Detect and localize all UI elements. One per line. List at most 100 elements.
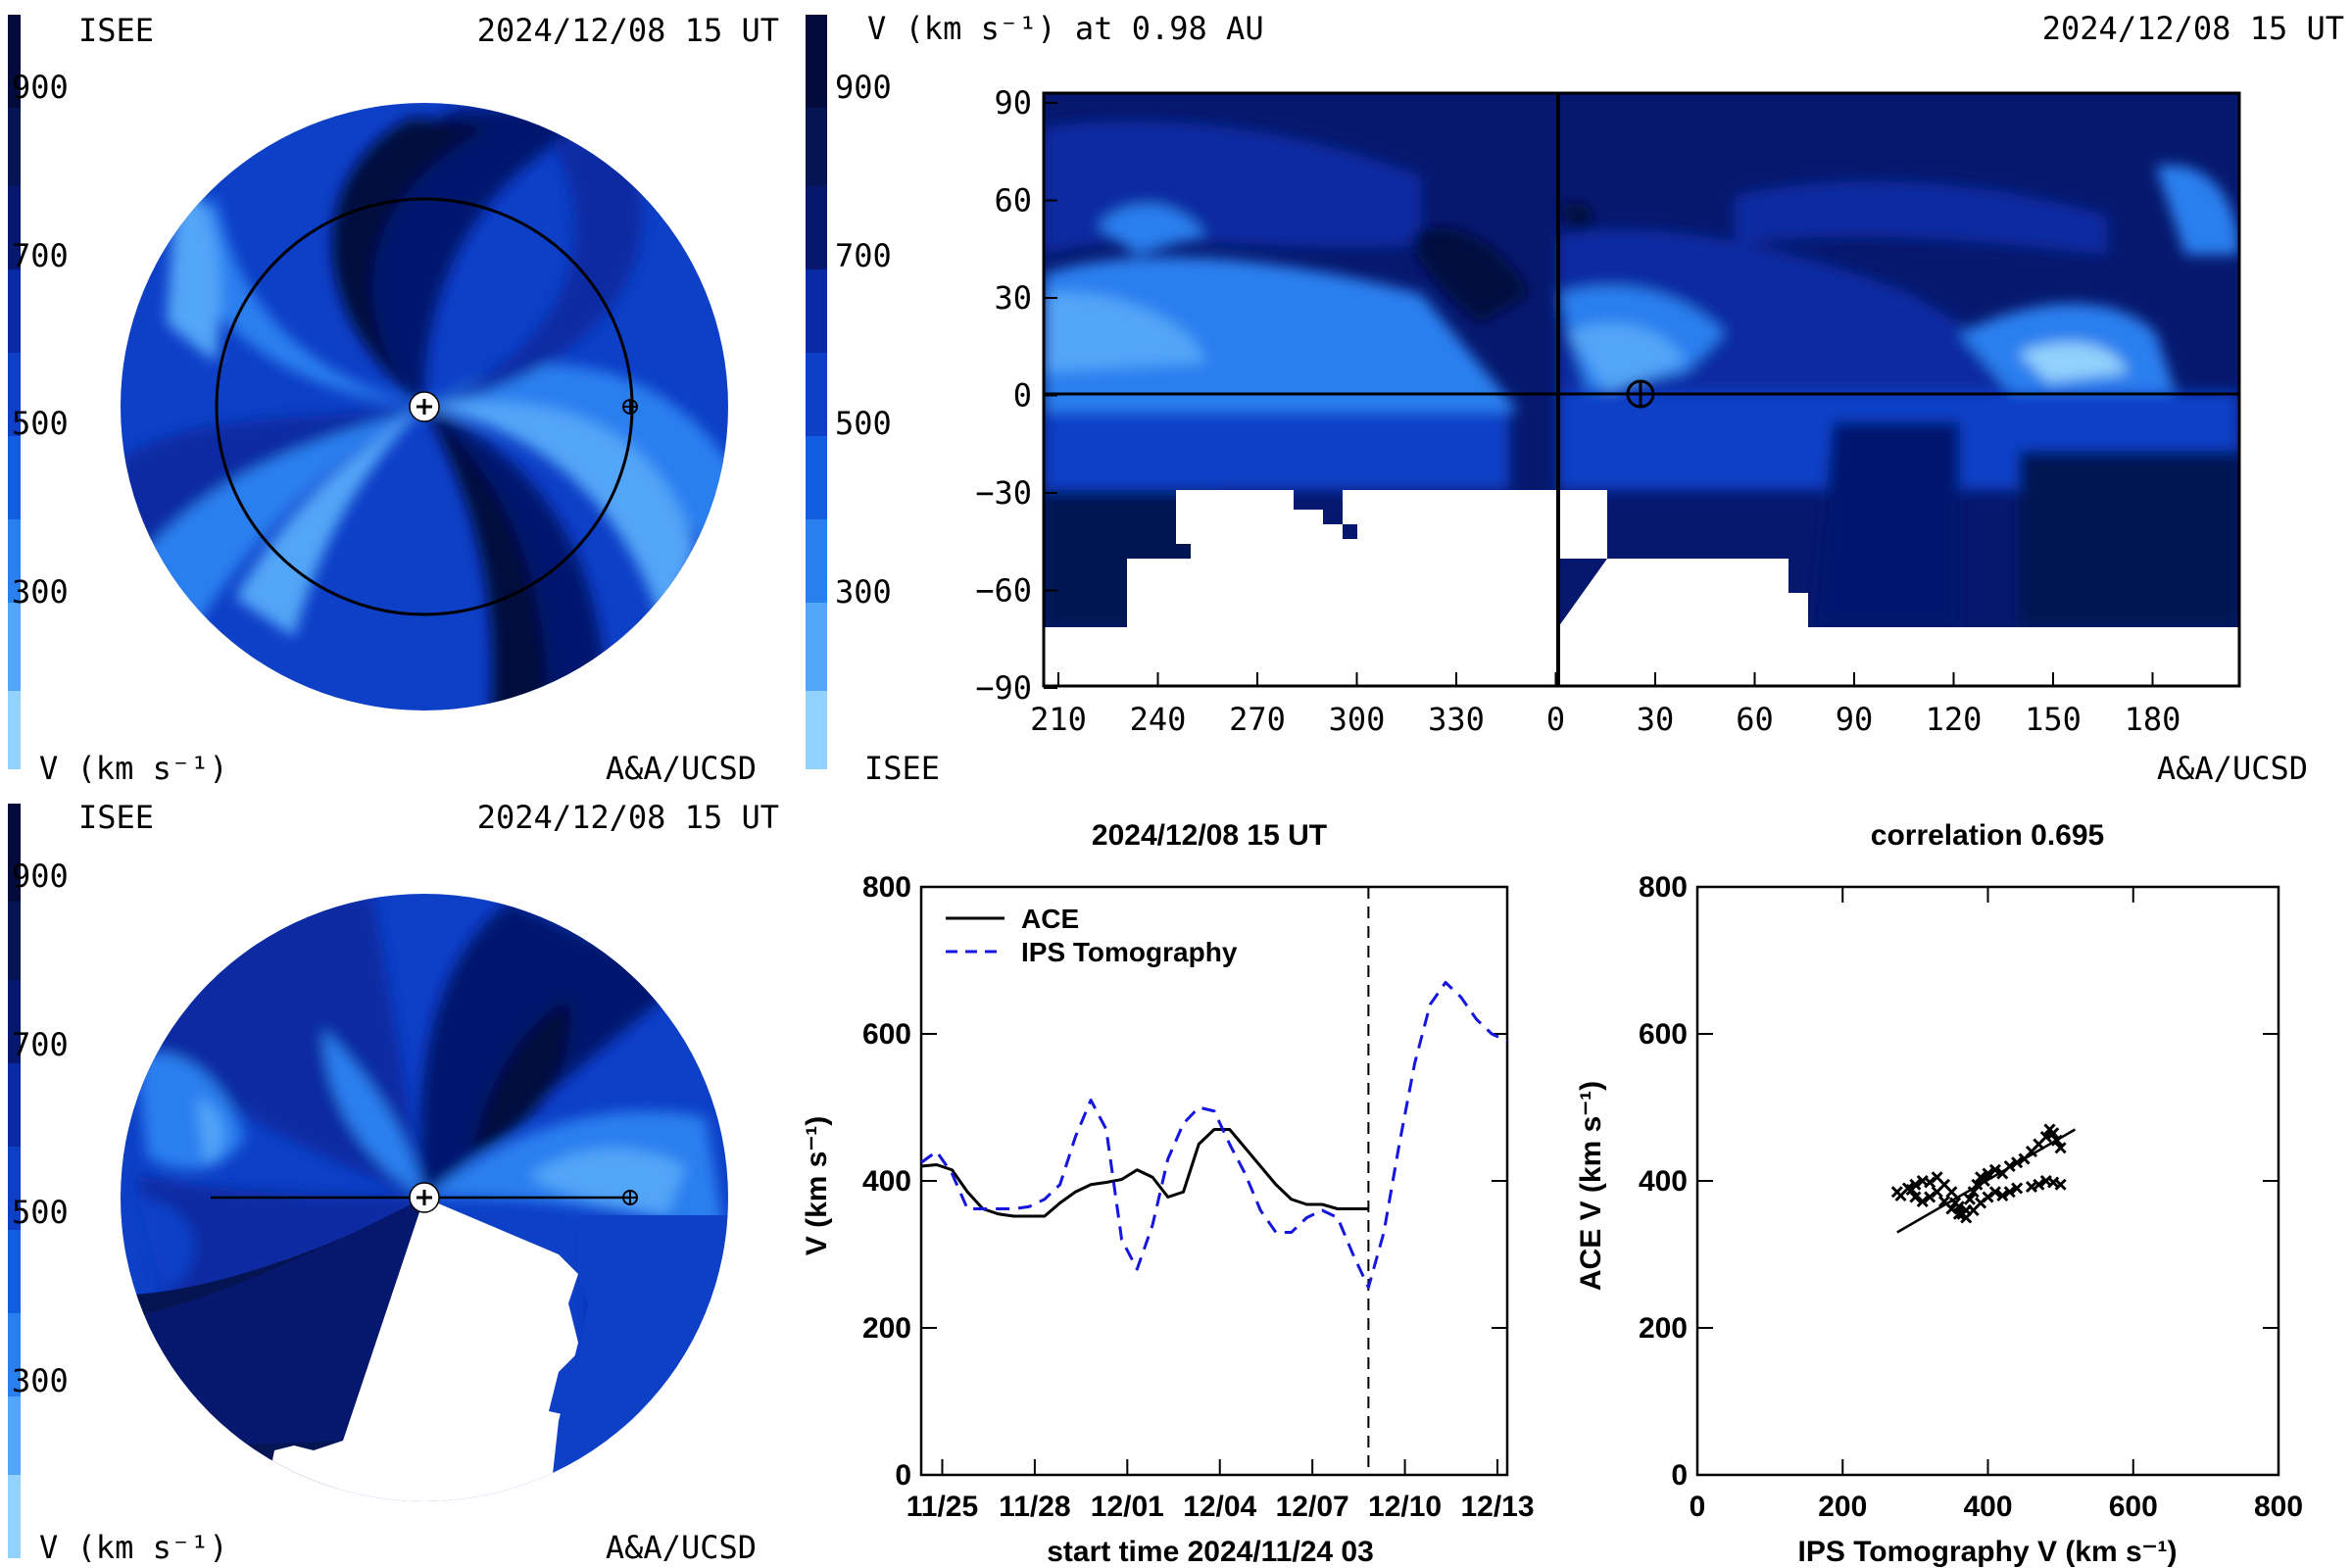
colorbar-tick-300: 300 bbox=[12, 573, 69, 611]
footer-right: A&A/UCSD bbox=[606, 750, 757, 787]
map-x-tick-label: 330 bbox=[1428, 701, 1485, 738]
x-tick-label: 12/10 bbox=[1368, 1491, 1442, 1523]
colorbar-tick-900: 900 bbox=[12, 69, 69, 106]
y-tick-label: 200 bbox=[1639, 1312, 1688, 1345]
x-tick-label: 200 bbox=[1818, 1491, 1867, 1523]
colorbar-top-middle: 900 700 500 300 ISEE bbox=[806, 15, 940, 787]
line-chart-title: 2024/12/08 15 UT bbox=[1092, 819, 1327, 852]
scatter-chart: correlation 0.695 IPS Tomography V (km s… bbox=[1575, 819, 2303, 1568]
map-x-tick-label: 300 bbox=[1329, 701, 1386, 738]
y-tick-label: 400 bbox=[1639, 1165, 1688, 1198]
y-tick-label: 0 bbox=[895, 1459, 911, 1492]
map-x-tick-label: 150 bbox=[2025, 701, 2082, 738]
colorbar-b-tick-900: 900 bbox=[12, 858, 69, 895]
scatter-point bbox=[1924, 1176, 1936, 1189]
x-tick-label: 12/01 bbox=[1091, 1491, 1164, 1523]
scatter-point bbox=[1952, 1207, 1965, 1220]
scatter-point bbox=[1909, 1191, 1922, 1203]
synoptic-map: V (km s⁻¹) at 0.98 AU 2024/12/08 15 UT bbox=[867, 10, 2344, 787]
colorbar-bottom-left: 900 700 500 300 bbox=[8, 804, 69, 1558]
x-tick-label: 11/25 bbox=[906, 1491, 978, 1523]
ace-line bbox=[920, 1128, 1369, 1218]
map-y-tick-label: 0 bbox=[1013, 377, 1032, 415]
x-tick-label: 0 bbox=[1690, 1491, 1706, 1523]
scatter-point bbox=[2047, 1127, 2060, 1140]
scatter-point bbox=[1967, 1186, 1980, 1199]
map-x-tick-label: 210 bbox=[1030, 701, 1087, 738]
ips-tomography-line bbox=[920, 981, 1508, 1290]
x-tick-label: 800 bbox=[2254, 1491, 2303, 1523]
polar-plot-top: ISEE 2024/12/08 15 UT bbox=[39, 12, 779, 787]
y-tick-label: 800 bbox=[862, 871, 911, 904]
scatter-point bbox=[1905, 1183, 1918, 1197]
scatter-point bbox=[1924, 1191, 1936, 1203]
map-footer-right: A&A/UCSD bbox=[2157, 750, 2308, 787]
scatter-point bbox=[1988, 1186, 2001, 1199]
map-x-tick-label: 180 bbox=[2125, 701, 2181, 738]
sun-cross-icon bbox=[416, 399, 432, 415]
fit-line bbox=[1896, 1128, 2077, 1234]
map-axes: 210 240 270 300 330 0 30 60 90 120 150 1809060300−3… bbox=[975, 84, 2180, 738]
y-tick-label: 0 bbox=[1671, 1459, 1688, 1492]
line-plot-area: 0 200 400 600 800 11/25 11/28 12/01 12/04 12/07 12… bbox=[862, 871, 1535, 1523]
colorbar-b-tick-700: 700 bbox=[12, 1026, 69, 1063]
footer-right: A&A/UCSD bbox=[606, 1529, 757, 1566]
scatter-point bbox=[2025, 1180, 2038, 1194]
colorbar-mid-footer: ISEE bbox=[864, 750, 940, 787]
scatter-point bbox=[1945, 1186, 1958, 1199]
scatter-point bbox=[2039, 1174, 2052, 1188]
x-tick-label: 12/07 bbox=[1276, 1491, 1349, 1523]
line-chart-xlabel: start time 2024/11/24 03 bbox=[1047, 1536, 1374, 1568]
x-tick-label: 400 bbox=[1963, 1491, 2012, 1523]
colorbar-tick-500: 500 bbox=[12, 405, 69, 442]
footer-left: V (km s⁻¹) bbox=[39, 1529, 228, 1566]
x-tick-label: 11/28 bbox=[999, 1491, 1070, 1523]
time-series-chart: 2024/12/08 15 UT start time 2024/11/24 0… bbox=[801, 819, 1535, 1568]
map-y-tick-label: −60 bbox=[975, 572, 1032, 610]
map-x-tick-label: 0 bbox=[1546, 701, 1565, 738]
line-chart-ylabel: V (km s⁻¹) bbox=[801, 1116, 833, 1256]
map-x-tick-label: 120 bbox=[1926, 701, 1983, 738]
colorbar-mid-tick-500: 500 bbox=[835, 405, 892, 442]
colorbar-mid-tick-300: 300 bbox=[835, 573, 892, 611]
scatter-point bbox=[2003, 1186, 2016, 1199]
scatter-plot-area: 0 200 400 600 800 0 200 400 600 800 bbox=[1639, 871, 2303, 1523]
earth-marker-bottom-icon bbox=[622, 1190, 638, 1205]
scatter-point bbox=[1916, 1195, 1929, 1208]
scatter-point bbox=[2039, 1130, 2052, 1144]
map-x-tick-label: 240 bbox=[1130, 701, 1187, 738]
scatter-point bbox=[2011, 1182, 2024, 1195]
header-right: 2024/12/08 15 UT bbox=[477, 799, 779, 836]
legend-ace-label: ACE bbox=[1021, 904, 1079, 934]
map-header-right: 2024/12/08 15 UT bbox=[2042, 10, 2344, 47]
map-x-tick-label: 90 bbox=[1836, 701, 1874, 738]
map-y-tick-label: 90 bbox=[994, 84, 1032, 122]
y-tick-label: 600 bbox=[1639, 1018, 1688, 1051]
colorbar-b-tick-500: 500 bbox=[12, 1194, 69, 1231]
map-x-tick-label: 60 bbox=[1736, 701, 1774, 738]
scatter-point bbox=[1931, 1186, 1943, 1199]
line-legend: ACE IPS Tomography bbox=[946, 904, 1238, 967]
earth-map-marker-icon bbox=[1626, 379, 1655, 409]
scatter-point bbox=[1996, 1189, 2009, 1202]
map-header-left: V (km s⁻¹) at 0.98 AU bbox=[867, 10, 1264, 47]
map-x-tick-label: 270 bbox=[1229, 701, 1286, 738]
x-tick-label: 600 bbox=[2109, 1491, 2158, 1523]
colorbar-mid-tick-700: 700 bbox=[835, 237, 892, 274]
scatter-point bbox=[1960, 1211, 1973, 1224]
map-x-tick-label: 30 bbox=[1637, 701, 1675, 738]
header-left: ISEE bbox=[78, 12, 154, 49]
colorbar-top-left: 900 700 500 300 bbox=[8, 15, 69, 769]
earth-marker-icon bbox=[622, 399, 638, 415]
scatter-point bbox=[2054, 1142, 2067, 1154]
scatter-xlabel: IPS Tomography V (km s⁻¹) bbox=[1798, 1536, 2178, 1568]
legend-ips-label: IPS Tomography bbox=[1021, 937, 1238, 967]
header-left: ISEE bbox=[78, 799, 154, 836]
line-plot-frame bbox=[919, 885, 1509, 1477]
polar-plot-bottom: ISEE 2024/12/08 15 UT bbox=[39, 799, 779, 1566]
x-tick-label: 12/13 bbox=[1460, 1491, 1534, 1523]
scatter-point bbox=[1963, 1193, 1977, 1205]
scatter-point bbox=[1937, 1195, 1951, 1208]
colorbar-b-tick-300: 300 bbox=[12, 1362, 69, 1399]
